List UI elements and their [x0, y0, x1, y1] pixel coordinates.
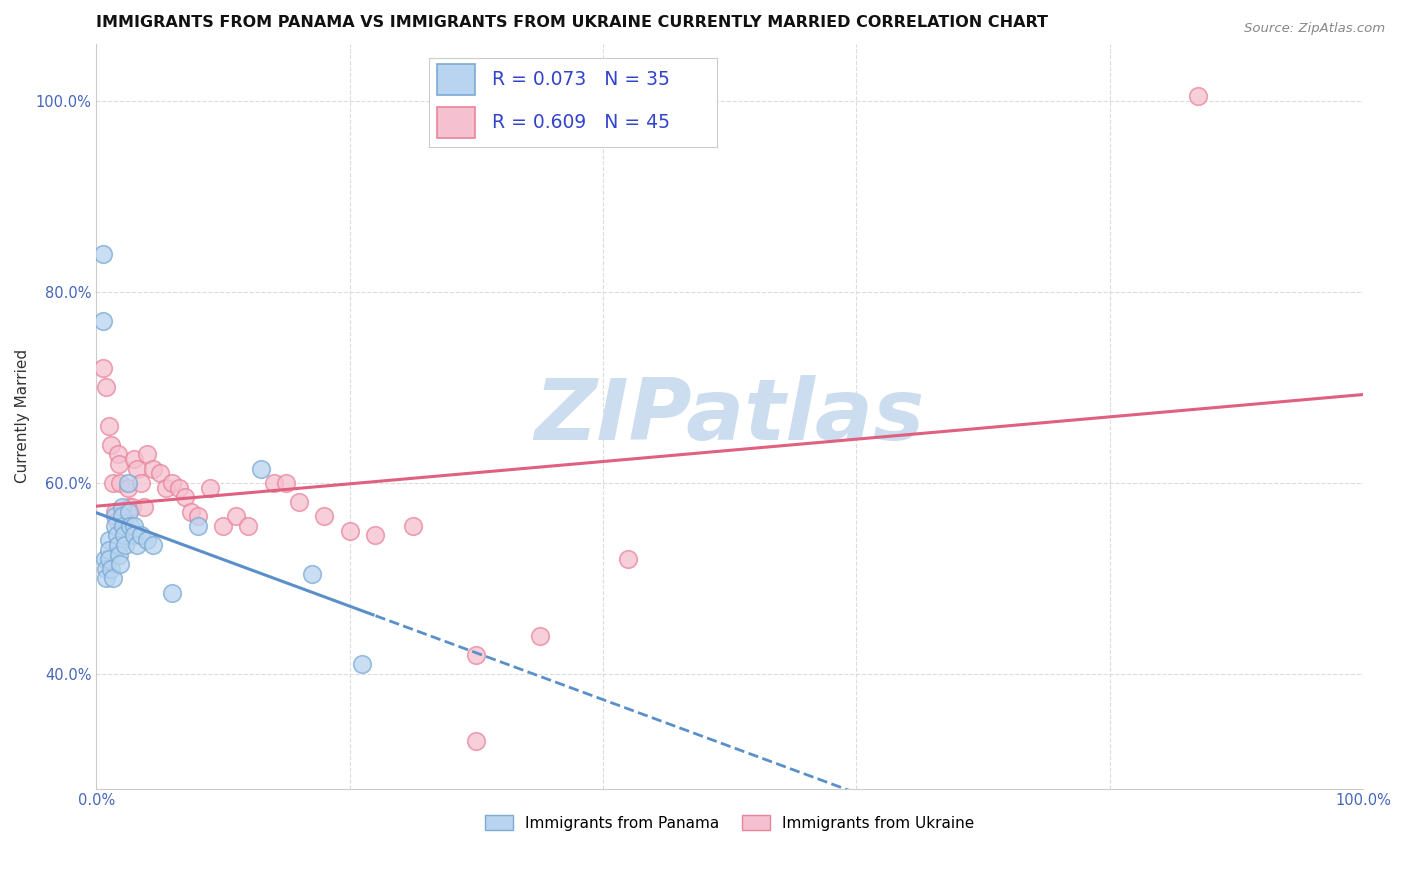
Point: [96, 380, 118, 394]
Point: [162, 475, 184, 490]
Point: [91, 361, 114, 376]
Point: [104, 519, 127, 533]
Point: [174, 490, 197, 504]
Point: [402, 519, 425, 533]
Point: [263, 475, 285, 490]
Point: [134, 500, 156, 514]
Point: [97, 418, 120, 433]
Point: [180, 505, 202, 519]
Point: [142, 461, 165, 475]
Point: [100, 562, 122, 576]
Point: [108, 457, 131, 471]
Point: [111, 500, 134, 514]
Point: [111, 509, 134, 524]
Point: [96, 571, 118, 585]
Point: [276, 475, 298, 490]
Point: [97, 533, 120, 548]
Point: [91, 313, 114, 327]
Point: [105, 528, 128, 542]
Point: [114, 538, 136, 552]
Point: [108, 548, 131, 562]
Point: [105, 514, 128, 528]
Point: [118, 505, 141, 519]
Point: [110, 475, 132, 490]
Bar: [437, 64, 475, 95]
Point: [129, 475, 152, 490]
Point: [142, 538, 165, 552]
Point: [117, 481, 139, 495]
Point: [339, 524, 361, 538]
Point: [617, 552, 640, 566]
Y-axis label: Currently Married: Currently Married: [15, 349, 30, 483]
Point: [125, 461, 148, 475]
Point: [118, 500, 141, 514]
Point: [107, 538, 129, 552]
Point: [121, 500, 143, 514]
Point: [136, 533, 159, 548]
Point: [187, 509, 209, 524]
Point: [100, 438, 122, 452]
Point: [167, 481, 190, 495]
Point: [104, 505, 127, 519]
Point: [114, 519, 136, 533]
Point: [529, 629, 551, 643]
Point: [250, 461, 273, 475]
Text: R = 0.609   N = 45: R = 0.609 N = 45: [492, 113, 671, 132]
Point: [117, 475, 139, 490]
Point: [238, 519, 260, 533]
Point: [97, 542, 120, 557]
Bar: [437, 107, 475, 138]
Text: ZIPatlas: ZIPatlas: [534, 375, 925, 458]
Point: [149, 467, 172, 481]
Point: [314, 509, 336, 524]
Point: [124, 452, 146, 467]
Point: [101, 571, 124, 585]
Point: [129, 528, 152, 542]
Point: [91, 246, 114, 260]
Point: [124, 519, 146, 533]
Point: [124, 528, 146, 542]
Text: Source: ZipAtlas.com: Source: ZipAtlas.com: [1244, 22, 1385, 36]
Point: [187, 519, 209, 533]
Point: [212, 519, 235, 533]
Point: [104, 509, 127, 524]
Point: [288, 495, 311, 509]
Legend: Immigrants from Panama, Immigrants from Ukraine: Immigrants from Panama, Immigrants from …: [479, 808, 980, 837]
Point: [162, 586, 184, 600]
Point: [465, 648, 488, 662]
Point: [112, 528, 135, 542]
Text: IMMIGRANTS FROM PANAMA VS IMMIGRANTS FROM UKRAINE CURRENTLY MARRIED CORRELATION : IMMIGRANTS FROM PANAMA VS IMMIGRANTS FRO…: [96, 15, 1049, 30]
Point: [112, 519, 135, 533]
Point: [364, 528, 387, 542]
Point: [125, 538, 148, 552]
Point: [107, 447, 129, 461]
Point: [136, 447, 159, 461]
Point: [97, 552, 120, 566]
Point: [111, 519, 134, 533]
Point: [111, 509, 134, 524]
Point: [301, 566, 323, 581]
Point: [465, 733, 488, 747]
Point: [120, 519, 142, 533]
Point: [1187, 89, 1209, 103]
Point: [94, 552, 117, 566]
Point: [352, 657, 374, 672]
Point: [225, 509, 247, 524]
Point: [110, 557, 132, 571]
Text: R = 0.073   N = 35: R = 0.073 N = 35: [492, 70, 671, 89]
Point: [155, 481, 177, 495]
Point: [101, 475, 124, 490]
Point: [200, 481, 222, 495]
Point: [96, 562, 118, 576]
